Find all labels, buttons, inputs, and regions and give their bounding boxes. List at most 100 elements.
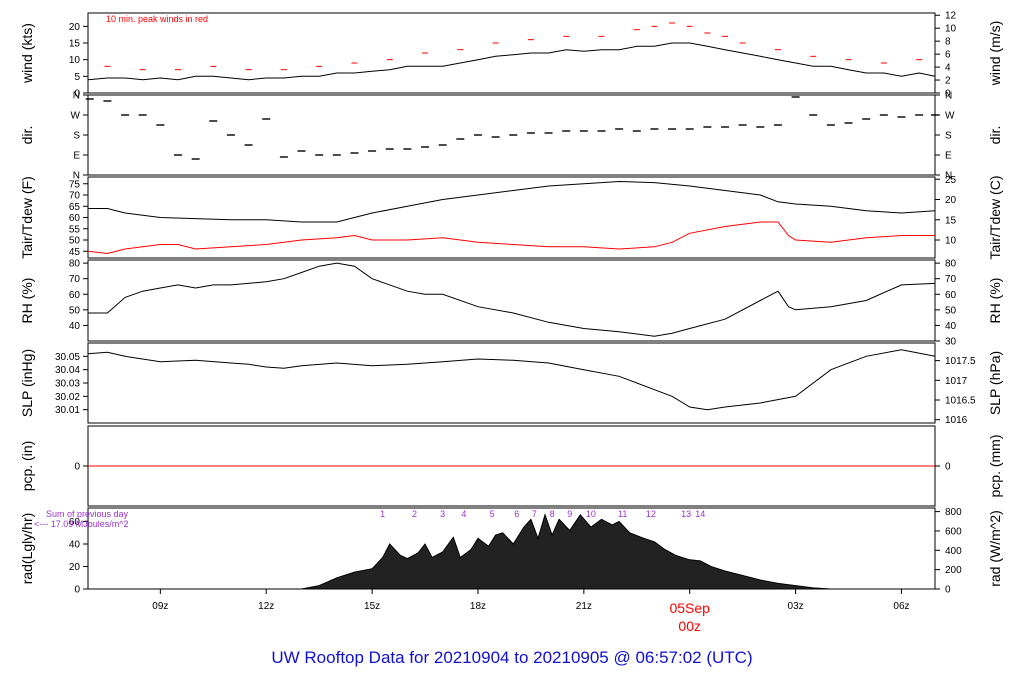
rad-hour-label: 11 [618, 509, 627, 519]
slp-left-tick-label: 30.04 [55, 365, 80, 376]
rad-annotation-line: <--- 17.09 MJoules/m^2 [34, 519, 129, 529]
x-tick-label: 09z [152, 601, 168, 612]
wind-right-tick-label: 12 [945, 11, 957, 22]
rad-hour-label: 3 [440, 509, 445, 519]
rh-right-tick-label: 40 [945, 321, 957, 332]
dir-right-tick-label: S [945, 131, 952, 142]
wind-right-tick-label: 2 [945, 76, 951, 87]
slp-ylabel-right: SLP (hPa) [987, 351, 1003, 415]
dir-right-tick-label: W [945, 111, 955, 122]
pcp-right-tick-label: 0 [945, 462, 951, 473]
rad-right-tick-label: 200 [945, 565, 962, 576]
dir-right-tick-label: N [945, 171, 952, 182]
wind-left-tick-label: 10 [69, 55, 81, 66]
rad-hour-label: 4 [461, 509, 466, 519]
slp-left-tick-label: 30.01 [55, 405, 80, 416]
rh-right-tick-label: 80 [945, 259, 957, 270]
wind-right-tick-label: 8 [945, 37, 951, 48]
slp-right-tick-label: 1016 [945, 415, 968, 426]
temp-right-tick-label: 15 [945, 215, 957, 226]
rh-right-tick-label: 60 [945, 290, 957, 301]
dir-ylabel-right: dir. [987, 126, 1003, 145]
slp-panel-frame [87, 342, 936, 424]
wind-right-tick-label: 6 [945, 50, 951, 61]
temp-left-tick-label: 70 [69, 191, 81, 202]
rad-left-tick-label: 40 [69, 540, 81, 551]
wind-ylabel-left: wind (kts) [19, 23, 35, 84]
wind-series-line [87, 42, 936, 81]
wind-left-tick-label: 15 [69, 39, 81, 50]
slp-right-tick-label: 1017.5 [945, 356, 976, 367]
slp-series-line [87, 349, 936, 411]
rad-hour-label: 8 [550, 509, 555, 519]
temp-right-tick-label: 20 [945, 195, 957, 206]
rad-hour-label: 10 [586, 509, 596, 519]
wind-right-tick-label: 0 [945, 89, 951, 100]
wind-ylabel-right: wind (m/s) [987, 21, 1003, 87]
temp-left-tick-label: 65 [69, 202, 81, 213]
rad-hour-label: 9 [567, 509, 572, 519]
chart-footer-title: UW Rooftop Data for 20210904 to 20210905… [271, 648, 753, 667]
rad-right-tick-label: 600 [945, 526, 962, 537]
temp-left-tick-label: 55 [69, 224, 81, 235]
temp-ylabel-right: Tair/Tdew (C) [987, 175, 1003, 259]
rad-hour-label: 6 [514, 509, 519, 519]
rad-series-area [301, 513, 831, 590]
temp-left-tick-label: 50 [69, 236, 81, 247]
rad-hour-label: 12 [646, 509, 656, 519]
temp-left-tick-label: 45 [69, 247, 81, 258]
rh-left-tick-label: 80 [69, 259, 81, 270]
rh-left-tick-label: 50 [69, 305, 81, 316]
x-tick-label: 18z [470, 601, 486, 612]
dir-left-tick-label: N [73, 91, 80, 102]
wind-left-tick-label: 20 [69, 22, 81, 33]
temp-right-tick-label: 25 [945, 175, 957, 186]
x-date-label: 05Sep [669, 600, 710, 616]
pcp-ylabel-left: pcp. (in) [19, 441, 35, 492]
temp-series-line-1 [87, 221, 935, 255]
temp-left-tick-label: 75 [69, 179, 81, 190]
rh-panel-frame [87, 259, 936, 342]
x-tick-label: 06z [893, 601, 909, 612]
x-tick-label: 00z [678, 618, 701, 634]
wind-left-tick-label: 5 [74, 72, 80, 83]
x-tick-label: 12z [258, 601, 274, 612]
x-tick-label: 03z [788, 601, 804, 612]
rad-hour-label: 2 [412, 509, 417, 519]
dir-left-tick-label: S [73, 131, 80, 142]
pcp-left-tick-label: 0 [74, 462, 80, 473]
temp-panel-frame [87, 176, 936, 259]
rh-left-tick-label: 70 [69, 274, 81, 285]
rh-right-tick-label: 30 [945, 337, 957, 348]
rad-hour-label: 13 [681, 509, 691, 519]
rh-ylabel-right: RH (%) [987, 278, 1003, 324]
temp-ylabel-left: Tair/Tdew (F) [19, 176, 35, 258]
x-tick-label: 21z [576, 601, 592, 612]
temp-series-line [88, 180, 936, 223]
wind-panel-frame [87, 12, 936, 94]
rh-left-tick-label: 40 [69, 321, 81, 332]
rh-right-tick-label: 50 [945, 305, 957, 316]
wind-right-tick-label: 10 [945, 24, 957, 35]
slp-left-tick-label: 30.05 [55, 352, 80, 363]
rad-right-tick-label: 0 [945, 585, 951, 596]
pcp-ylabel-right: pcp. (mm) [987, 435, 1003, 498]
rad-right-tick-label: 400 [945, 546, 962, 557]
rad-right-tick-label: 800 [945, 507, 962, 518]
rad-left-tick-label: 60 [69, 517, 81, 528]
rad-annotation-line: Sum of previous day [46, 509, 129, 519]
rad-hour-label: 1 [380, 509, 385, 519]
temp-left-tick-label: 60 [69, 213, 81, 224]
slp-right-tick-label: 1016.5 [945, 396, 976, 407]
rad-hour-label: 5 [490, 509, 495, 519]
rh-series-line [88, 262, 936, 337]
dir-left-tick-label: N [73, 171, 80, 182]
slp-ylabel-left: SLP (inHg) [19, 349, 35, 417]
slp-left-tick-label: 30.03 [55, 379, 80, 390]
slp-left-tick-label: 30.02 [55, 392, 80, 403]
dir-right-tick-label: E [945, 151, 952, 162]
rad-ylabel-left: rad(Lgly/hr) [19, 513, 35, 585]
rad-hour-label: 14 [695, 509, 705, 519]
rh-left-tick-label: 60 [69, 290, 81, 301]
